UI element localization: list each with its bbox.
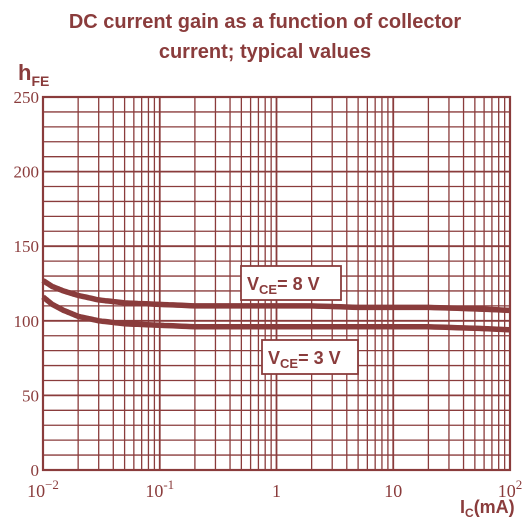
series-label-sub: CE [259,282,277,297]
x-tick-exponent: 2 [516,477,523,492]
x-axis-label: IC(mA) [460,497,515,520]
series-label-box [261,339,359,375]
y-tick-label: 150 [14,237,40,256]
x-tick-label: 10-1 [145,477,174,501]
series-label-box [240,265,342,301]
chart-title-line-2: current; typical values [159,41,371,63]
series-label-main: V [247,274,259,294]
chart-curves [41,278,511,333]
series-label-rest: = 3 V [298,348,341,368]
series-label-1: VCE= 8 V [240,265,342,301]
series-curve-1 [41,278,511,314]
y-axis-label: hFE [18,60,49,89]
y-tick-label: 50 [22,386,39,405]
y-tick-label: 100 [14,312,40,331]
x-tick-label: 10 [384,481,402,501]
x-tick-exponent: -1 [163,477,174,492]
series-label-sub: CE [280,356,298,371]
series-label-rest: = 8 V [277,274,320,294]
x-tick-exponent: −2 [45,477,59,492]
x-tick-base: 10 [27,481,45,501]
series-label-main: V [268,348,280,368]
chart-frame [41,95,512,472]
x-tick-base: 10 [145,481,163,501]
x-tick-label: 102 [498,477,523,501]
chart-title-line-1: DC current gain as a function of collect… [69,11,461,33]
series-label-text: VCE= 3 V [268,348,341,371]
x-axis-label-main: I [460,497,465,517]
x-tick-base: 10 [498,481,516,501]
series-label-2: VCE= 3 V [261,339,359,375]
x-tick-labels: 10−2 10-1 1 10 102 [27,477,522,501]
y-axis-label-main: h [18,60,31,85]
series-curve-2 [41,294,511,333]
x-axis-label-sub: C [465,506,474,520]
chart-title: DC current gain as a function of collect… [69,11,461,63]
chart-grid [42,96,510,471]
plot-frame [41,95,512,472]
y-tick-labels: 0 50 100 150 200 250 [14,88,40,480]
y-axis-label-sub: FE [31,73,49,89]
series-label-text: VCE= 8 V [247,274,320,297]
x-tick-base: 10 [384,481,402,501]
y-tick-label: 0 [31,461,40,480]
y-tick-label: 200 [14,163,40,182]
x-tick-base: 1 [272,481,281,501]
x-tick-label: 1 [272,481,281,501]
x-axis-label-unit: (mA) [474,497,515,517]
y-tick-label: 250 [14,88,40,107]
x-tick-label: 10−2 [27,477,59,501]
